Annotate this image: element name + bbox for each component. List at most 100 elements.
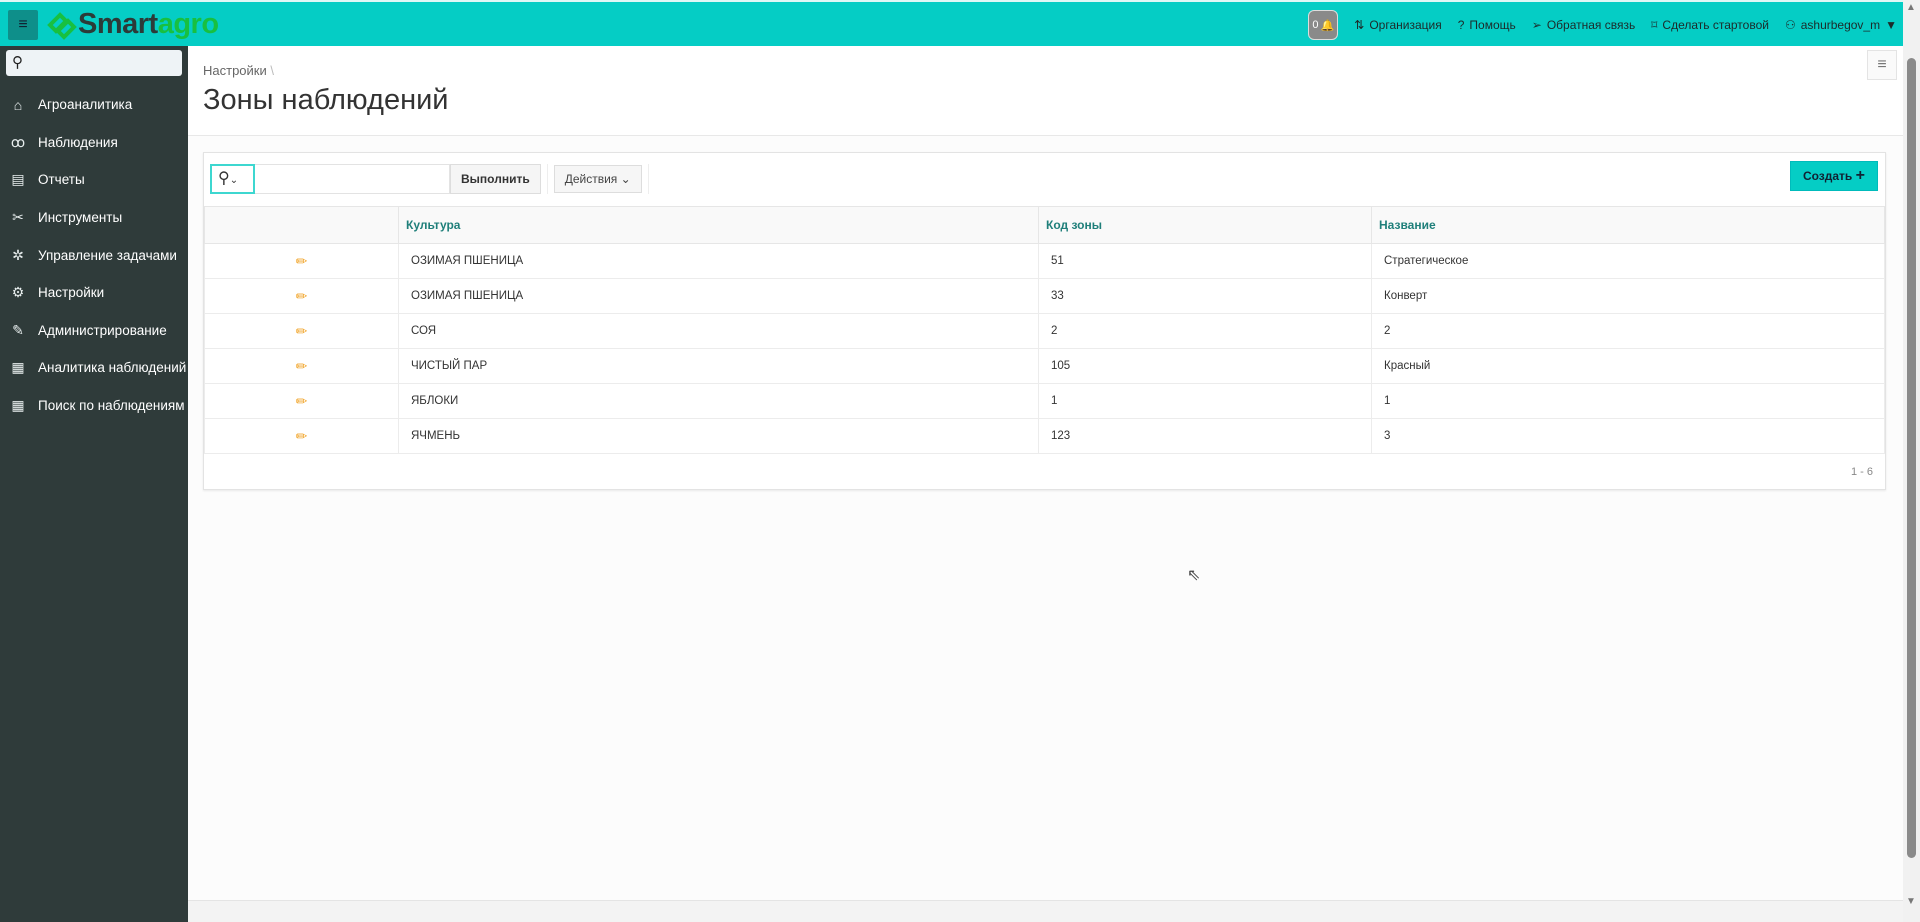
- set-home-label: Сделать стартовой: [1662, 18, 1769, 32]
- sidebar-search-input[interactable]: ⚲: [6, 50, 182, 76]
- pencil-icon: ✏: [295, 322, 308, 339]
- scroll-down-icon[interactable]: ▼: [1906, 896, 1916, 907]
- edit-row-button[interactable]: ✏: [204, 278, 399, 314]
- edit-column-header: [204, 206, 399, 244]
- edit-row-button[interactable]: ✏: [204, 383, 399, 419]
- divider: [546, 164, 548, 194]
- divider: [647, 164, 649, 194]
- sidebar-item-tasks[interactable]: ✲ Управление задачами: [0, 236, 188, 274]
- right-panel-toggle[interactable]: ≡: [1867, 50, 1897, 80]
- cell-name: 2: [1371, 313, 1885, 349]
- menu-toggle-button[interactable]: ≡: [8, 10, 38, 40]
- sidebar-item-label: Поиск по наблюдениям: [38, 398, 185, 414]
- pencil-icon: ✏: [295, 392, 308, 409]
- actions-menu-button[interactable]: Действия ⌄: [553, 165, 642, 193]
- cell-name: 1: [1371, 383, 1885, 419]
- create-button[interactable]: Создать +: [1789, 161, 1878, 191]
- sidebar-item-label: Управление задачами: [38, 247, 177, 263]
- cell-culture: ЯБЛОКИ: [398, 383, 1039, 419]
- notification-count: 0: [1312, 19, 1319, 31]
- sidebar-item-label: Отчеты: [38, 172, 85, 188]
- breadcrumb[interactable]: Настройки \: [203, 63, 274, 78]
- feedback-link[interactable]: ➢ Обратная связь: [1532, 18, 1635, 32]
- pencil-icon: ✏: [295, 427, 308, 444]
- scrollbar-thumb[interactable]: [1907, 58, 1916, 858]
- sidebar: ⚲ ⌂ Агроаналитика ꝏ Наблюдения ▤ Отчеты ✂ Ин…: [0, 46, 188, 922]
- toolbar: ⚲⌄ Выполнить Действия ⌄: [210, 164, 655, 194]
- sidebar-item-agroanalytics[interactable]: ⌂ Агроаналитика: [0, 86, 188, 124]
- sidebar-item-label: Настройки: [38, 285, 105, 301]
- cell-culture: ЧИСТЫЙ ПАР: [398, 348, 1039, 384]
- column-header-name[interactable]: Название: [1371, 206, 1885, 244]
- user-menu[interactable]: ⚇ ashurbegov_m ▼: [1785, 18, 1897, 32]
- cell-zone-code: 2: [1038, 313, 1372, 349]
- search-column-selector[interactable]: ⚲⌄: [210, 164, 255, 194]
- cell-zone-code: 105: [1038, 348, 1372, 384]
- sidebar-item-observations[interactable]: ꝏ Наблюдения: [0, 124, 188, 162]
- edit-row-button[interactable]: ✏: [204, 418, 399, 454]
- sidebar-item-tools[interactable]: ✂ Инструменты: [0, 199, 188, 237]
- table-row: ✏ СОЯ 2 2: [204, 313, 1885, 349]
- bell-icon: 🔔: [1320, 19, 1335, 32]
- table-row: ✏ ОЗИМАЯ ПШЕНИЦА 33 Конверт: [204, 278, 1885, 314]
- pencil-icon: ✏: [295, 357, 308, 374]
- paper-plane-icon: ➢: [1531, 18, 1542, 32]
- clipboard-icon: ▤: [11, 171, 25, 188]
- actions-label: Действия: [564, 172, 618, 186]
- sidebar-item-administration[interactable]: ✎ Администрирование: [0, 312, 188, 350]
- mouse-cursor-icon: ⇖: [1187, 567, 1201, 584]
- pencil-icon: ✏: [295, 252, 308, 269]
- cell-name: Красный: [1371, 348, 1885, 384]
- pencil-icon: ✏: [295, 287, 308, 304]
- edit-row-button[interactable]: ✏: [204, 243, 399, 279]
- zones-table: Культура Код зоны Название ✏ ОЗИМАЯ ПШЕНИ…: [204, 206, 1885, 454]
- help-label: Помощь: [1469, 18, 1516, 32]
- cell-name: 3: [1371, 418, 1885, 454]
- pagination-info: 1 - 6: [1850, 466, 1873, 478]
- table-row: ✏ ЧИСТЫЙ ПАР 105 Красный: [204, 348, 1885, 384]
- feedback-label: Обратная связь: [1546, 18, 1636, 32]
- bug-icon: ✲: [12, 246, 24, 263]
- sidebar-item-observation-analytics[interactable]: ▦ Аналитика наблюдений: [0, 349, 188, 387]
- chevron-down-icon: ⌄: [620, 172, 631, 186]
- user-icon: ⚇: [1784, 18, 1796, 32]
- sidebar-item-settings[interactable]: ⚙ Настройки: [0, 274, 188, 312]
- gear-icon: ⚙: [11, 284, 25, 301]
- sidebar-item-label: Инструменты: [38, 210, 123, 226]
- table-row: ✏ ОЗИМАЯ ПШЕНИЦА 51 Стратегическое: [204, 243, 1885, 279]
- cell-name: Конверт: [1371, 278, 1885, 314]
- run-button[interactable]: Выполнить: [450, 164, 541, 194]
- binoculars-icon: ꝏ: [10, 133, 26, 150]
- table-search-icon: ▦: [11, 397, 25, 414]
- logo-icon: [47, 11, 77, 40]
- edit-row-button[interactable]: ✏: [204, 313, 399, 349]
- table-search-icon: ▦: [11, 359, 25, 376]
- organization-link[interactable]: ⇅ Организация: [1354, 18, 1441, 32]
- edit-row-button[interactable]: ✏: [204, 348, 399, 384]
- search-icon: ⚲: [218, 170, 230, 187]
- plus-icon: +: [1855, 167, 1865, 184]
- home-icon: ⌂: [13, 96, 23, 113]
- sidebar-item-reports[interactable]: ▤ Отчеты: [0, 161, 188, 199]
- sidebar-item-observation-search[interactable]: ▦ Поиск по наблюдениям: [0, 387, 188, 425]
- table-row: ✏ ЯБЛОКИ 1 1: [204, 383, 1885, 419]
- logo[interactable]: Smart agro: [46, 8, 219, 41]
- cell-zone-code: 123: [1038, 418, 1372, 454]
- page-header: Настройки \ Зоны наблюдений ≡: [188, 46, 1903, 136]
- column-header-zone-code[interactable]: Код зоны: [1038, 206, 1372, 244]
- sidebar-item-label: Аналитика наблюдений: [38, 360, 187, 376]
- set-home-link[interactable]: ⌑ Сделать стартовой: [1651, 18, 1769, 32]
- cell-name: Стратегическое: [1371, 243, 1885, 279]
- username: ashurbegov_m: [1800, 18, 1881, 32]
- help-link[interactable]: ? Помощь: [1458, 18, 1516, 32]
- search-input[interactable]: [255, 164, 450, 194]
- column-header-culture[interactable]: Культура: [398, 206, 1039, 244]
- caret-down-icon: ▼: [1885, 18, 1897, 32]
- cell-zone-code: 51: [1038, 243, 1372, 279]
- page-title: Зоны наблюдений: [203, 84, 449, 116]
- vertical-scrollbar[interactable]: ▲ ▼: [1903, 0, 1920, 922]
- breadcrumb-settings[interactable]: Настройки: [203, 63, 267, 78]
- create-label: Создать: [1802, 169, 1853, 183]
- scroll-up-icon[interactable]: ▲: [1906, 2, 1916, 13]
- notifications-button[interactable]: 0 🔔: [1308, 10, 1339, 40]
